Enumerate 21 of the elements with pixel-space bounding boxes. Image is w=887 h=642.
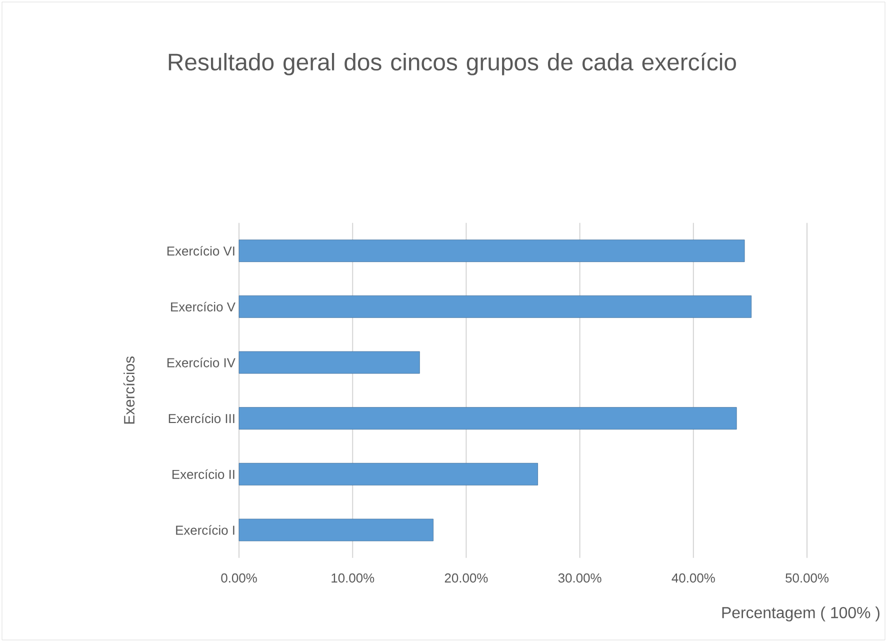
bar [238, 462, 538, 486]
chart-title: Resultado geral dos cincos grupos de cada exercício [168, 52, 736, 76]
bar [238, 351, 420, 374]
x-tick-label: 0.00% [221, 573, 257, 583]
x-tick-label: 10.00% [332, 573, 374, 583]
bar [238, 295, 752, 318]
y-tick-label: Exercício VI [167, 246, 234, 256]
y-tick-label: Exercício III [168, 413, 234, 424]
y-tick-label: Exercício IV [167, 358, 236, 368]
y-tick-label: Exercício V [171, 302, 236, 312]
y-tick-label: Exercício I [176, 525, 234, 535]
bar [238, 407, 737, 430]
x-tick-label: 50.00% [786, 573, 829, 583]
x-tick-label: 20.00% [444, 573, 488, 583]
x-tick-label: 30.00% [558, 573, 602, 583]
bar [238, 518, 434, 542]
x-tick-label: 40.00% [672, 573, 715, 583]
y-tick-label: Exercício II [172, 469, 234, 479]
bar [238, 240, 745, 262]
y-axis-title: Exercícios [123, 356, 135, 424]
x-axis-title: Percentagem ( 100% ) [722, 606, 880, 622]
